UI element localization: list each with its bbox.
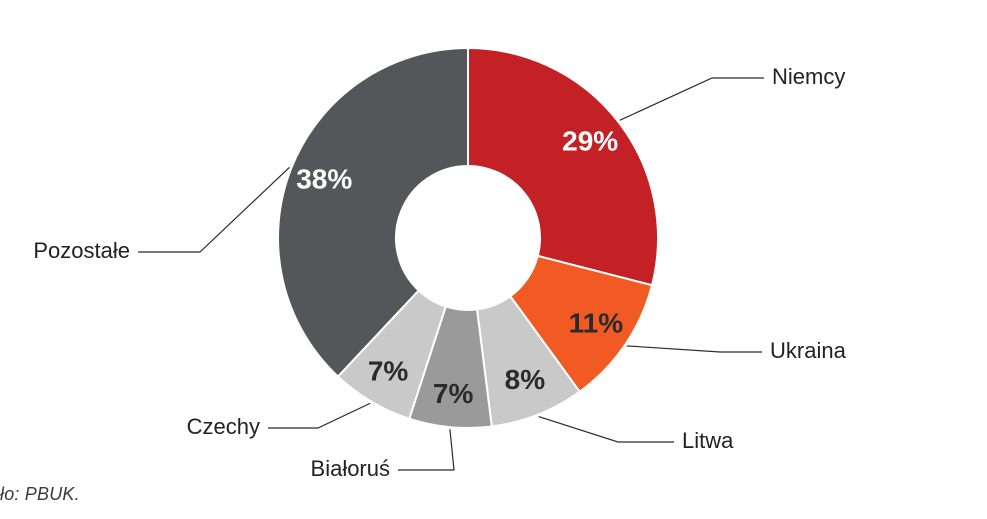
label-niemcy: Niemcy <box>772 64 845 89</box>
label-bialorus: Białoruś <box>311 456 390 481</box>
chart-source-text: ło: PBUK. <box>0 484 80 505</box>
label-pozostale: Pozostałe <box>33 238 130 263</box>
donut-chart-svg: 29% 11% 8% 7% 7% 38% Niemcy Ukraina Litwa Białoru… <box>0 0 987 519</box>
pct-pozostale: 38% <box>296 163 352 194</box>
pct-ukraina: 11% <box>569 307 624 338</box>
pct-czechy: 7% <box>368 355 409 386</box>
label-ukraina: Ukraina <box>770 338 847 363</box>
pct-litwa: 8% <box>505 364 546 395</box>
pct-niemcy: 29% <box>562 126 618 157</box>
donut-chart-container: 29% 11% 8% 7% 7% 38% Niemcy Ukraina Litwa Białoru… <box>0 0 987 519</box>
pct-bialorus: 7% <box>433 378 474 409</box>
label-litwa: Litwa <box>682 428 734 453</box>
label-czechy: Czechy <box>187 414 260 439</box>
